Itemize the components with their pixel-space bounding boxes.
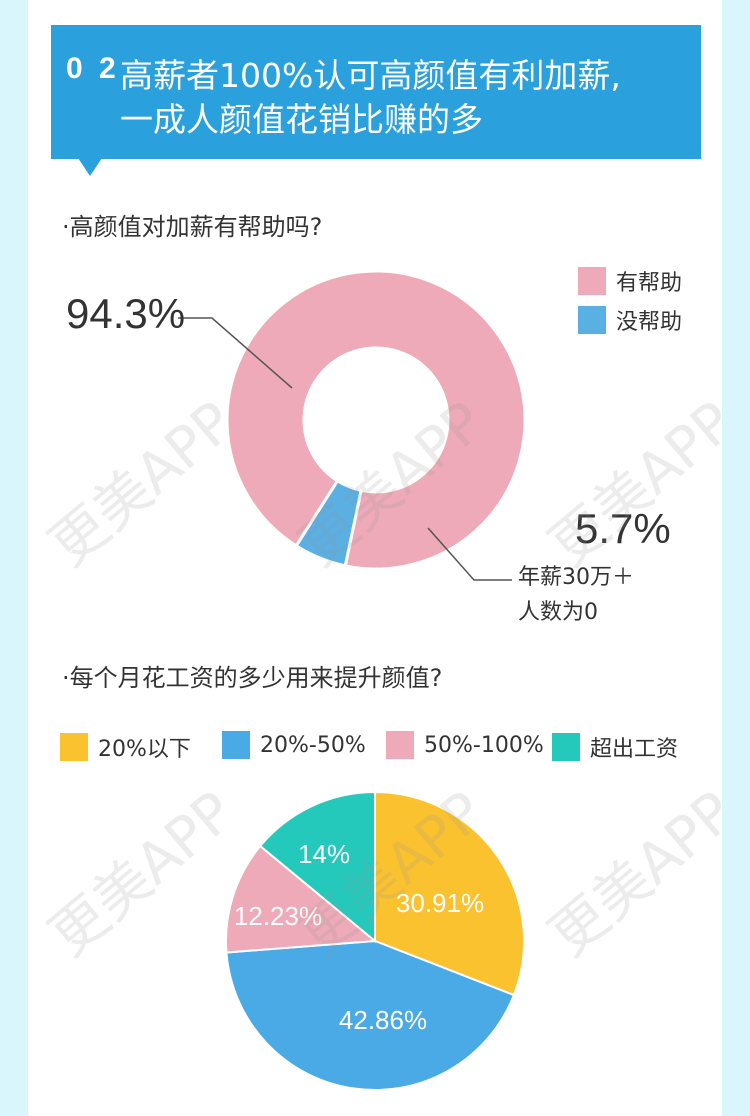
pie-data-label-1: 42.86% (339, 1005, 427, 1035)
legend-item-20-50: 20%-50% (222, 731, 366, 759)
pie-data-label-0: 30.91% (396, 888, 484, 918)
legend-label: 没帮助 (616, 310, 683, 335)
legend-item-helpful: 有帮助 (578, 265, 682, 297)
leader-line-not-helpful (427, 527, 512, 581)
legend-label: 20%以下 (98, 737, 191, 762)
legend-item-under-20: 20%以下 (60, 731, 191, 763)
pie-slice-3 (258, 790, 376, 944)
question-2: ·每个月花工资的多少用来提升颜值? (62, 664, 443, 692)
section-header-banner (51, 25, 701, 159)
donut-note-line1: 年薪30万＋ (518, 565, 634, 590)
legend-swatch (578, 306, 606, 334)
legend-swatch (222, 731, 250, 759)
legend-swatch (578, 267, 606, 295)
section-title-line1: 高薪者100%认可高颜值有利加薪, (120, 56, 621, 95)
donut-label-not-helpful: 5.7% (575, 505, 671, 552)
question-1: ·高颜值对加薪有帮助吗? (62, 213, 323, 241)
legend-item-not-helpful: 没帮助 (578, 304, 682, 336)
pie-data-label-2: 12.23% (234, 901, 322, 931)
section-number: 0 2 (66, 52, 120, 85)
donut-label-helpful: 94.3% (66, 290, 186, 337)
pie-slice-1 (225, 939, 516, 1091)
leader-line-helpful (178, 317, 293, 389)
donut-slice-0 (225, 269, 527, 571)
legend-swatch (386, 731, 414, 759)
legend-label: 20%-50% (260, 732, 366, 758)
banner-pointer (78, 158, 102, 176)
pie-data-label-3: 14% (298, 839, 350, 869)
legend-label: 50%-100% (424, 732, 544, 758)
legend-swatch (60, 733, 88, 761)
donut-note-line2: 人数为0 (518, 600, 598, 625)
pie-slice-0 (374, 790, 525, 997)
legend-item-over-salary: 超出工资 (552, 731, 678, 763)
legend-label: 超出工资 (590, 737, 679, 762)
legend-label: 有帮助 (616, 271, 683, 296)
legend-swatch (552, 733, 580, 761)
section-title-line2: 一成人颜值花销比赚的多 (120, 100, 483, 139)
legend-item-50-100: 50%-100% (386, 731, 544, 759)
pie-slice-2 (225, 844, 378, 954)
